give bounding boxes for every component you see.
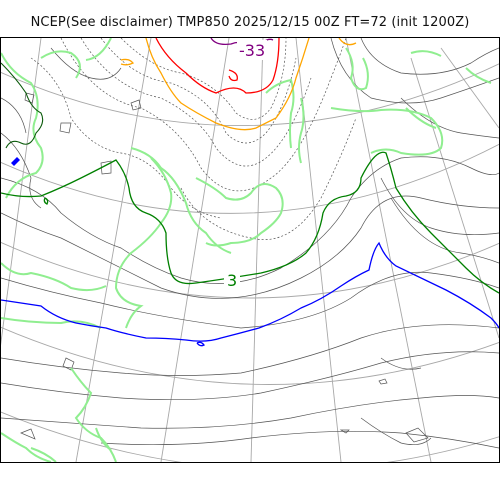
isotherm-orange-right [338,38,357,46]
contour-labels: -33 3 [224,40,267,290]
isotherm-orange [145,38,310,131]
map-canvas: -33 3 [1,38,499,462]
isotherm-red [155,38,280,94]
dotted-contours [30,38,357,240]
map-title: NCEP(See disclaimer) TMP850 2025/12/15 0… [30,15,470,30]
contour-label-3: 3 [227,271,237,290]
weather-map[interactable]: -33 3 [0,37,500,463]
isotherm-green-small [43,197,49,205]
dark-coast-detail [1,62,44,149]
blue-marker [11,157,20,166]
isotherm-blue [1,241,499,342]
small-contours [20,92,429,443]
isotherms [1,38,499,347]
isotherm-green [1,151,499,294]
graticule [1,38,499,462]
gray-contours [1,38,499,449]
contour-label-minus33: -33 [239,41,265,60]
isotherm-orange-small [120,58,135,66]
coastlines [1,38,492,462]
isotherm-red-small [228,69,238,82]
isotherm-blue-small [196,341,205,347]
